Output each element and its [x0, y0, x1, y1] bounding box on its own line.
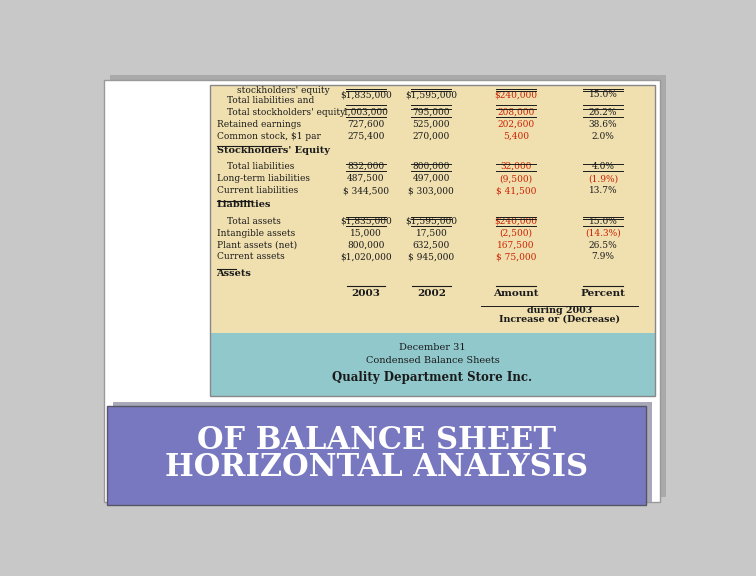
Text: 497,000: 497,000 — [413, 174, 450, 183]
Text: Current assets: Current assets — [216, 252, 284, 262]
Text: $ 75,000: $ 75,000 — [496, 252, 536, 262]
Text: 632,500: 632,500 — [413, 241, 450, 249]
Text: Long-term liabilities: Long-term liabilities — [216, 174, 309, 183]
Text: 525,000: 525,000 — [413, 120, 450, 128]
Text: Stockholders' Equity: Stockholders' Equity — [216, 146, 330, 155]
Text: Intangible assets: Intangible assets — [216, 229, 295, 237]
Text: during 2003: during 2003 — [527, 306, 592, 314]
Text: Plant assets (net): Plant assets (net) — [216, 241, 296, 249]
Text: Common stock, $1 par: Common stock, $1 par — [216, 131, 321, 141]
Text: Total stockholders' equity: Total stockholders' equity — [228, 108, 345, 116]
Text: 2002: 2002 — [417, 289, 446, 298]
Text: (14.3%): (14.3%) — [585, 229, 621, 237]
Text: $ 41,500: $ 41,500 — [496, 186, 536, 195]
Text: $ 344,500: $ 344,500 — [343, 186, 389, 195]
Text: 38.6%: 38.6% — [589, 120, 618, 128]
Text: (1.9%): (1.9%) — [588, 174, 618, 183]
Bar — [113, 402, 652, 502]
Text: 727,600: 727,600 — [347, 120, 385, 128]
Text: 5,400: 5,400 — [503, 131, 529, 141]
Text: 2.0%: 2.0% — [592, 131, 615, 141]
Text: 800,000: 800,000 — [347, 241, 385, 249]
Text: 795,000: 795,000 — [413, 108, 450, 116]
Bar — [210, 85, 655, 334]
Text: Quality Department Store Inc.: Quality Department Store Inc. — [333, 370, 532, 384]
Text: $ 303,000: $ 303,000 — [408, 186, 454, 195]
Text: Assets: Assets — [216, 269, 252, 278]
Text: $1,835,000: $1,835,000 — [340, 90, 392, 99]
Text: 2003: 2003 — [352, 289, 380, 298]
Bar — [210, 85, 655, 396]
Text: 270,000: 270,000 — [413, 131, 450, 141]
Text: Total liabilities and: Total liabilities and — [228, 96, 314, 105]
Text: 208,000: 208,000 — [497, 108, 534, 116]
Text: $1,020,000: $1,020,000 — [340, 252, 392, 262]
Text: $1,595,000: $1,595,000 — [405, 217, 457, 226]
Text: 275,400: 275,400 — [347, 131, 385, 141]
Text: 800,000: 800,000 — [413, 162, 450, 171]
Text: 26.5%: 26.5% — [589, 241, 618, 249]
Text: 32,000: 32,000 — [500, 162, 531, 171]
Text: 15.0%: 15.0% — [589, 217, 618, 226]
Text: 17,500: 17,500 — [416, 229, 448, 237]
Text: December 31: December 31 — [399, 343, 466, 351]
Text: (9,500): (9,500) — [500, 174, 533, 183]
Text: Current liabilities: Current liabilities — [216, 186, 298, 195]
Text: $240,000: $240,000 — [494, 217, 538, 226]
Bar — [210, 334, 655, 396]
Text: Total assets: Total assets — [228, 217, 281, 226]
Text: 4.0%: 4.0% — [591, 162, 615, 171]
Text: Total liabilities: Total liabilities — [228, 162, 295, 171]
Text: $1,595,000: $1,595,000 — [405, 90, 457, 99]
Text: $1,835,000: $1,835,000 — [340, 217, 392, 226]
Text: (2,500): (2,500) — [500, 229, 532, 237]
Text: 13.7%: 13.7% — [589, 186, 618, 195]
Text: stockholders' equity: stockholders' equity — [237, 86, 330, 95]
Bar — [107, 407, 646, 505]
Text: OF BALANCE SHEET: OF BALANCE SHEET — [197, 425, 556, 456]
Text: 487,500: 487,500 — [347, 174, 385, 183]
Text: 15.0%: 15.0% — [589, 90, 618, 99]
Text: $ 945,000: $ 945,000 — [408, 252, 454, 262]
Text: 7.9%: 7.9% — [591, 252, 615, 262]
Text: Retained earnings: Retained earnings — [216, 120, 301, 128]
Text: 1,003,000: 1,003,000 — [343, 108, 389, 116]
Text: Liabilities: Liabilities — [216, 200, 271, 209]
Text: HORIZONTAL ANALYSIS: HORIZONTAL ANALYSIS — [165, 453, 588, 483]
Text: $240,000: $240,000 — [494, 90, 538, 99]
Text: Percent: Percent — [581, 289, 625, 298]
Text: Amount: Amount — [494, 289, 539, 298]
Text: 26.2%: 26.2% — [589, 108, 618, 116]
Text: 15,000: 15,000 — [350, 229, 382, 237]
Text: 202,600: 202,600 — [497, 120, 534, 128]
Text: Condensed Balance Sheets: Condensed Balance Sheets — [366, 355, 500, 365]
Text: Increase or (Decrease): Increase or (Decrease) — [499, 315, 620, 324]
Text: 832,000: 832,000 — [347, 162, 385, 171]
Text: 167,500: 167,500 — [497, 241, 534, 249]
